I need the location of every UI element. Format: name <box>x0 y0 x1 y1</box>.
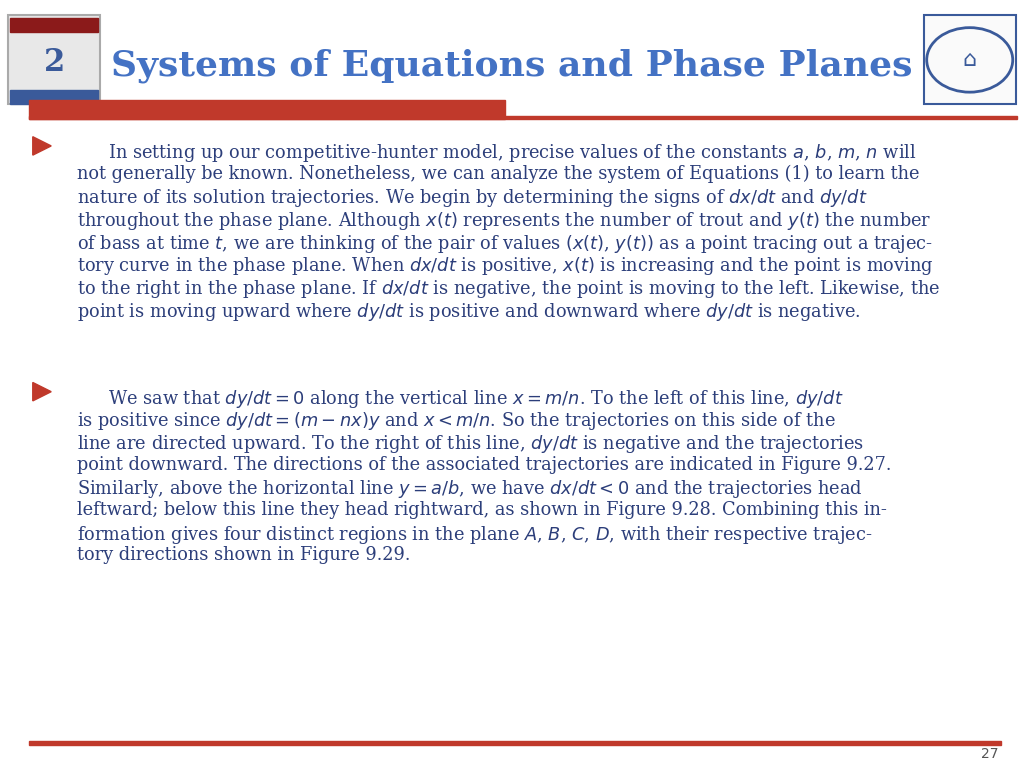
Text: tory directions shown in Figure 9.29.: tory directions shown in Figure 9.29. <box>77 547 411 564</box>
Bar <box>10 18 98 32</box>
Text: 27: 27 <box>981 747 998 761</box>
Polygon shape <box>33 137 51 155</box>
Bar <box>10 90 98 104</box>
Text: to the right in the phase plane. If $dx/dt$ is negative, the point is moving to : to the right in the phase plane. If $dx/… <box>77 278 940 300</box>
Text: point is moving upward where $dy/dt$ is positive and downward where $dy/dt$ is n: point is moving upward where $dy/dt$ is … <box>77 301 860 323</box>
Text: Systems of Equations and Phase Planes: Systems of Equations and Phase Planes <box>112 48 912 82</box>
Text: Similarly, above the horizontal line $y = a/b$, we have $dx/dt < 0$ and the traj: Similarly, above the horizontal line $y … <box>77 478 862 501</box>
Text: tory curve in the phase plane. When $dx/dt$ is positive, $x(t)$ is increasing an: tory curve in the phase plane. When $dx/… <box>77 255 934 277</box>
Bar <box>29 100 505 119</box>
Text: of bass at time $t$, we are thinking of the pair of values $(x(t)$, $y(t))$ as a: of bass at time $t$, we are thinking of … <box>77 233 933 255</box>
Text: not generally be known. Nonetheless, we can analyze the system of Equations (1) : not generally be known. Nonetheless, we … <box>77 165 920 183</box>
Text: point downward. The directions of the associated trajectories are indicated in F: point downward. The directions of the as… <box>77 456 891 474</box>
Polygon shape <box>33 382 51 401</box>
Text: line are directed upward. To the right of this line, $dy/dt$ is negative and the: line are directed upward. To the right o… <box>77 433 864 455</box>
Bar <box>29 741 1001 745</box>
Text: leftward; below this line they head rightward, as shown in Figure 9.28. Combinin: leftward; below this line they head righ… <box>77 502 887 519</box>
Bar <box>29 116 1017 119</box>
Text: In setting up our competitive-hunter model, precise values of the constants $a$,: In setting up our competitive-hunter mod… <box>108 142 916 164</box>
Text: ⌂: ⌂ <box>963 50 977 70</box>
Text: formation gives four distinct regions in the plane $A$, $B$, $C$, $D$, with thei: formation gives four distinct regions in… <box>77 524 872 546</box>
Text: nature of its solution trajectories. We begin by determining the signs of $dx/dt: nature of its solution trajectories. We … <box>77 187 867 210</box>
FancyBboxPatch shape <box>924 15 1016 104</box>
Text: We saw that $dy/dt = 0$ along the vertical line $x = m/n$. To the left of this l: We saw that $dy/dt = 0$ along the vertic… <box>108 388 843 410</box>
Text: 2: 2 <box>44 48 65 78</box>
FancyBboxPatch shape <box>8 15 100 104</box>
Text: throughout the phase plane. Although $x(t)$ represents the number of trout and $: throughout the phase plane. Although $x(… <box>77 210 931 232</box>
Text: is positive since $dy/dt = (m - nx)y$ and $x < m/n$. So the trajectories on this: is positive since $dy/dt = (m - nx)y$ an… <box>77 410 836 432</box>
